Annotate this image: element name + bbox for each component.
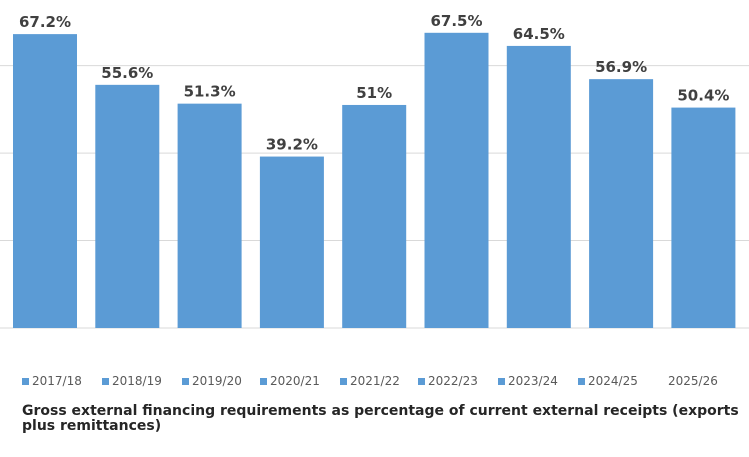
legend-item: 2017/18 [22, 374, 82, 388]
data-label: 55.6% [101, 64, 153, 82]
bar-2019/20 [177, 103, 242, 328]
legend-label: 2021/22 [350, 374, 400, 388]
legend-swatch-icon [578, 377, 585, 385]
legend-label: 2018/19 [112, 374, 162, 388]
bar-2017/18 [13, 34, 77, 328]
legend-label: 2020/21 [270, 374, 320, 388]
bar-2018/19 [95, 84, 160, 328]
legend-label: 2023/24 [508, 374, 558, 388]
legend-item: 2019/20 [182, 374, 242, 388]
legend-item: 2024/25 [578, 374, 638, 388]
legend-swatch-icon [22, 377, 29, 385]
data-labels: 67.2% 55.6% 51.3% 39.2% 51% 67.5% 64.5% 56.9% 50… [19, 12, 729, 154]
legend-item: 2022/23 [418, 374, 478, 388]
legend-swatch-icon [418, 377, 425, 385]
data-label: 67.5% [430, 12, 482, 30]
data-label: 56.9% [595, 58, 647, 76]
bar-2020/21 [259, 156, 324, 328]
legend-swatch-icon [340, 377, 347, 385]
bar-2025/26 [671, 107, 736, 328]
legend-swatch-icon [260, 377, 267, 385]
bar-2021/22 [342, 104, 407, 329]
legend-item: 2018/19 [102, 374, 162, 388]
legend-item: 2025/26 [668, 374, 718, 388]
bar-2022/23 [424, 32, 489, 329]
legend-swatch-icon [102, 377, 109, 385]
chart-caption: Gross external financing requirements as… [22, 403, 739, 434]
legend-label: 2022/23 [428, 374, 478, 388]
legend-item: 2020/21 [260, 374, 320, 388]
data-label: 64.5% [513, 25, 565, 43]
legend-label: 2025/26 [668, 374, 718, 388]
data-label: 51.3% [184, 83, 236, 101]
legend-label: 2024/25 [588, 374, 638, 388]
legend-label: 2017/18 [32, 374, 82, 388]
legend: 2017/18 2018/19 2019/20 2020/21 2021/22 2022/… [22, 374, 749, 392]
legend-label: 2019/20 [192, 374, 242, 388]
legend-item: 2021/22 [340, 374, 400, 388]
legend-swatch-icon [182, 377, 189, 385]
data-label: 50.4% [677, 87, 729, 105]
data-label: 39.2% [266, 136, 318, 154]
data-label: 51% [356, 84, 392, 102]
legend-item: 2023/24 [498, 374, 558, 388]
data-label: 67.2% [19, 13, 71, 31]
legend-swatch-icon [498, 377, 505, 385]
bar-2023/24 [506, 45, 571, 329]
bar-2024/25 [589, 79, 654, 328]
bar-chart: 67.2% 55.6% 51.3% 39.2% 51% 67.5% 64.5% 56.9% 50… [0, 12, 749, 329]
bars [13, 32, 736, 329]
